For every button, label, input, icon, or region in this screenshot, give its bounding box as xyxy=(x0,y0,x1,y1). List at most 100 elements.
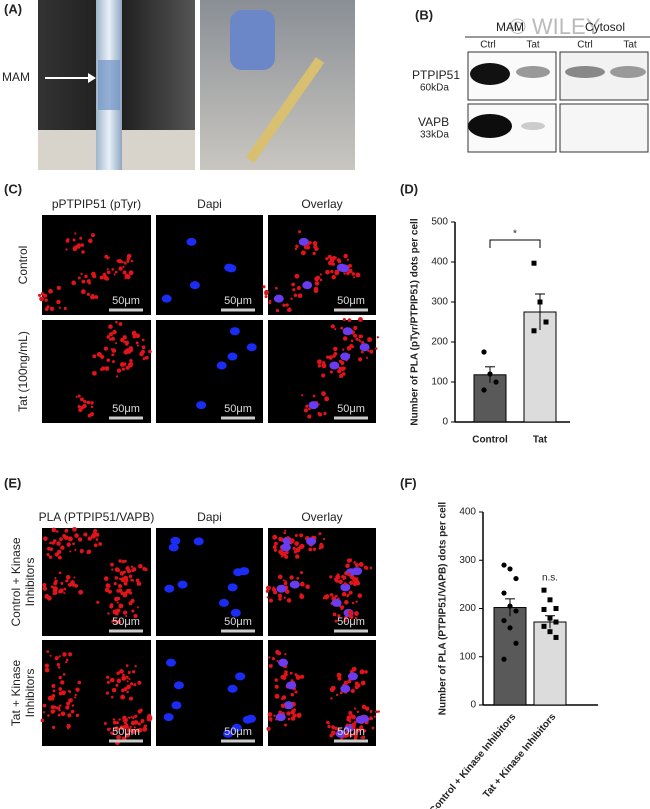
signal xyxy=(268,598,274,603)
signal xyxy=(262,285,266,289)
signal xyxy=(99,275,104,280)
mam-band xyxy=(98,60,120,110)
signal xyxy=(347,679,352,684)
signal xyxy=(334,726,338,731)
signal xyxy=(63,587,67,591)
signal xyxy=(58,691,63,696)
signal xyxy=(279,550,285,556)
signal xyxy=(343,253,348,259)
signal xyxy=(52,586,58,592)
signal xyxy=(65,248,68,251)
nucleus xyxy=(164,584,175,593)
signal xyxy=(38,293,42,297)
signal xyxy=(118,559,122,563)
signal xyxy=(361,704,367,710)
nucleus xyxy=(196,401,207,410)
signal xyxy=(330,697,333,700)
signal xyxy=(97,600,100,604)
signal xyxy=(271,656,275,661)
signal xyxy=(70,580,75,585)
signal xyxy=(276,660,279,663)
signal xyxy=(93,543,98,548)
signal xyxy=(349,344,354,348)
y-tick-label: 500 xyxy=(431,217,448,228)
blot xyxy=(559,103,649,153)
signal xyxy=(121,367,125,371)
signal xyxy=(46,552,50,557)
signal xyxy=(299,581,305,587)
signal xyxy=(124,262,127,265)
signal xyxy=(140,721,143,724)
signal xyxy=(92,354,97,359)
signal xyxy=(284,670,288,674)
nucleus xyxy=(186,237,197,246)
micrograph xyxy=(268,215,376,315)
signal xyxy=(128,716,131,719)
band xyxy=(516,66,550,78)
signal xyxy=(51,541,55,545)
signal xyxy=(297,293,303,299)
signal xyxy=(130,259,134,263)
micrograph xyxy=(156,320,263,423)
signal xyxy=(148,349,152,354)
signal xyxy=(346,594,349,598)
signal xyxy=(350,688,355,694)
signal xyxy=(129,591,133,595)
signal xyxy=(141,338,145,342)
y-axis-label: Number of PLA (PTPIP51/VAPB) dots per ce… xyxy=(438,502,449,716)
signal xyxy=(65,579,68,583)
signal xyxy=(114,270,118,274)
signal xyxy=(78,589,84,595)
signal xyxy=(116,734,121,740)
signal xyxy=(131,568,135,573)
signal xyxy=(294,673,298,677)
signal xyxy=(50,705,55,709)
signal xyxy=(301,394,304,397)
signal xyxy=(69,550,72,553)
row-label: Inhibitors xyxy=(23,669,37,718)
signal xyxy=(326,355,330,359)
lane-label: Ctrl xyxy=(577,40,593,51)
signal xyxy=(293,708,296,711)
signal xyxy=(125,675,129,679)
signal xyxy=(106,270,111,275)
signal xyxy=(329,370,333,374)
signal xyxy=(340,326,344,330)
signal xyxy=(121,688,125,693)
lane-label: Tat xyxy=(526,40,540,51)
column-header: pPTPIP51 (pTyr) xyxy=(52,197,141,211)
signal xyxy=(339,691,343,695)
signal xyxy=(317,364,322,368)
signal xyxy=(299,594,305,600)
signal xyxy=(47,714,50,717)
signal xyxy=(65,660,68,664)
signal xyxy=(274,541,278,546)
signal xyxy=(121,675,127,681)
x-tick-label: Control + Kinase Inhibitors xyxy=(428,711,519,809)
signal xyxy=(337,259,342,264)
signal xyxy=(110,336,115,341)
column-header: Overlay xyxy=(301,510,342,524)
signal xyxy=(335,693,339,697)
signal xyxy=(111,568,114,571)
signal xyxy=(66,723,71,729)
signal xyxy=(346,258,349,261)
signal xyxy=(278,536,283,542)
signal xyxy=(131,670,136,674)
lane-label: Tat xyxy=(623,40,637,51)
signal xyxy=(126,253,132,259)
signal xyxy=(327,724,331,729)
signal xyxy=(285,589,290,594)
signal xyxy=(54,552,59,557)
signal xyxy=(268,299,272,303)
signal xyxy=(104,254,109,259)
signal xyxy=(128,696,134,701)
signal xyxy=(49,547,54,551)
signal xyxy=(131,579,135,582)
signal xyxy=(111,268,115,271)
signal xyxy=(367,337,373,343)
row-label: Inhibitors xyxy=(23,558,37,607)
signal xyxy=(122,610,128,615)
annotation: * xyxy=(513,229,517,240)
